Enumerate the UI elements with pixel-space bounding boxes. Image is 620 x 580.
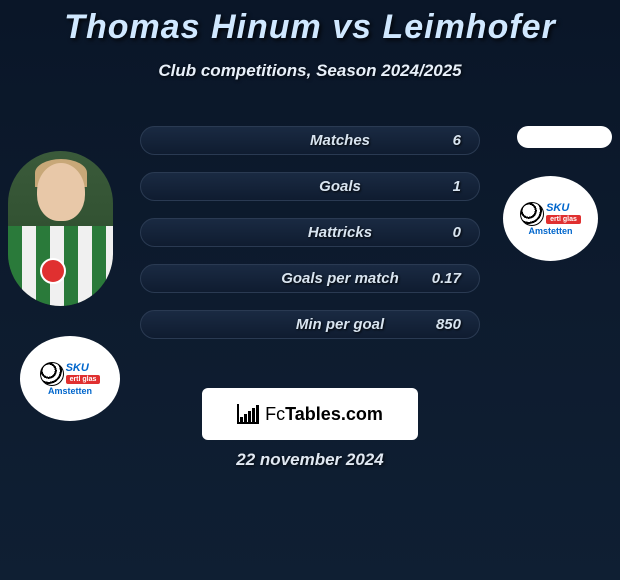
player-left-avatar [8,151,113,306]
avatar-badge-icon [40,258,66,284]
player-right-avatar [517,126,612,148]
stat-label: Goals [159,178,461,195]
player-right-club-badge: SKU ertl glas Amstetten [503,176,598,261]
footer-date: 22 november 2024 [236,450,383,470]
stat-label: Min per goal [159,316,461,333]
stat-row: Matches 6 [140,126,480,155]
comparison-card: Thomas Hinum vs Leimhofer Club competiti… [0,0,620,411]
stats-list: Matches 6 Goals 1 Hattricks 0 Goals per … [140,126,480,356]
club-name-top: SKU [546,203,581,214]
main-area: SKU ertl glas Amstetten SKU ertl glas Am… [0,111,620,411]
club-name-bot: Amstetten [48,387,92,396]
club-logo-right: SKU ertl glas Amstetten [520,202,581,236]
stat-value: 6 [453,132,461,149]
soccer-ball-icon [520,202,544,226]
page-title: Thomas Hinum vs Leimhofer [0,8,620,47]
soccer-ball-icon [40,362,64,386]
player-left-club-badge: SKU ertl glas Amstetten [20,336,120,421]
brand-suffix: Tables.com [285,404,383,424]
stat-value: 0 [453,224,461,241]
stat-row: Goals per match 0.17 [140,264,480,293]
stat-value: 0.17 [432,270,461,287]
club-name-top: SKU [66,363,101,374]
club-name-mid: ertl glas [66,375,101,384]
stat-label: Matches [159,132,461,149]
stat-row: Min per goal 850 [140,310,480,339]
club-name-mid: ertl glas [546,215,581,224]
page-subtitle: Club competitions, Season 2024/2025 [0,61,620,81]
club-name-bot: Amstetten [528,227,572,236]
club-logo-left: SKU ertl glas Amstetten [40,362,101,396]
chart-icon [237,404,259,424]
footer-brand-badge: FcTables.com [202,388,418,440]
stat-value: 850 [436,316,461,333]
stat-value: 1 [453,178,461,195]
brand-prefix: Fc [265,404,285,424]
avatar-head [37,163,85,221]
stat-label: Hattricks [159,224,461,241]
stat-row: Goals 1 [140,172,480,201]
footer-brand-text: FcTables.com [265,404,383,425]
chart-bars-icon [240,405,259,422]
stat-row: Hattricks 0 [140,218,480,247]
stat-label: Goals per match [159,270,461,287]
